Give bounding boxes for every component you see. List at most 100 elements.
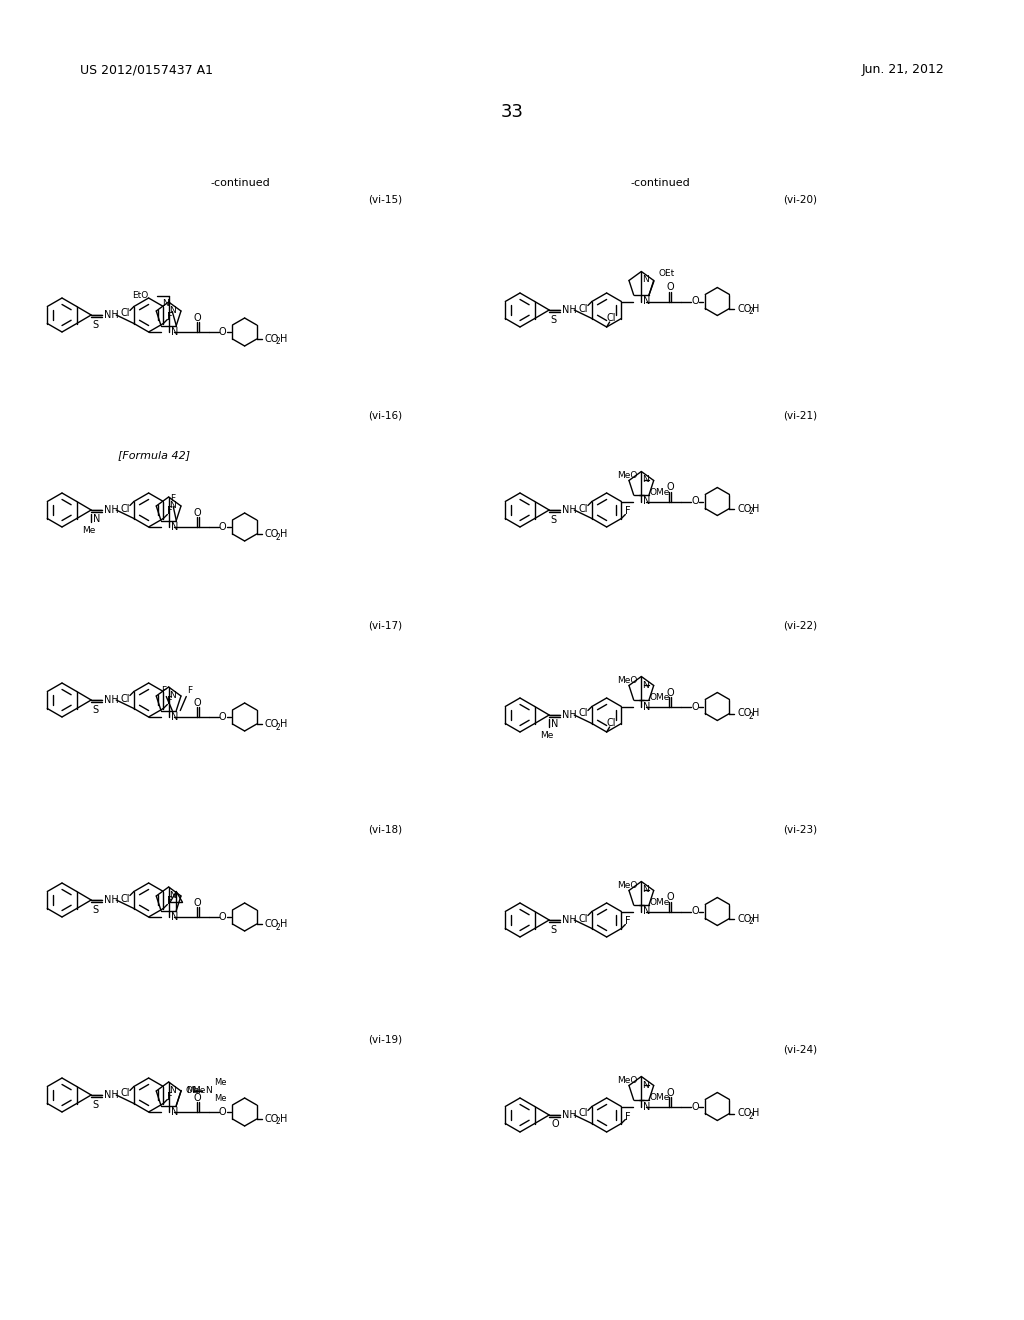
- Text: CO: CO: [737, 503, 752, 513]
- Text: Cl: Cl: [120, 309, 130, 318]
- Text: Me: Me: [83, 525, 96, 535]
- Text: O: O: [194, 313, 202, 323]
- Text: O: O: [194, 1093, 202, 1104]
- Text: -continued: -continued: [210, 178, 270, 187]
- Text: N: N: [171, 912, 178, 921]
- Text: Cl: Cl: [120, 894, 130, 903]
- Text: OEt: OEt: [659, 268, 675, 277]
- Text: (vi-16): (vi-16): [368, 411, 402, 420]
- Text: O: O: [691, 907, 699, 916]
- Text: S: S: [92, 906, 98, 915]
- Text: O: O: [551, 1119, 559, 1129]
- Text: Cl: Cl: [579, 503, 588, 513]
- Text: H: H: [280, 334, 287, 345]
- Text: S: S: [92, 1100, 98, 1110]
- Text: F: F: [625, 1111, 630, 1122]
- Text: CO: CO: [737, 913, 752, 924]
- Text: 2: 2: [749, 507, 754, 516]
- Text: F: F: [167, 312, 172, 322]
- Text: S: S: [550, 515, 556, 525]
- Text: O: O: [691, 297, 699, 306]
- Text: Cl: Cl: [120, 1089, 130, 1098]
- Text: N: N: [171, 711, 178, 722]
- Text: EtO: EtO: [132, 290, 148, 300]
- Text: Cl: Cl: [120, 503, 130, 513]
- Text: O: O: [691, 701, 699, 711]
- Text: F: F: [167, 697, 172, 706]
- Text: N: N: [170, 306, 176, 315]
- Text: (vi-22): (vi-22): [783, 620, 817, 630]
- Text: H: H: [280, 919, 287, 929]
- Text: O: O: [194, 698, 202, 708]
- Text: (vi-15): (vi-15): [368, 195, 402, 205]
- Text: O: O: [194, 898, 202, 908]
- Text: (vi-18): (vi-18): [368, 825, 402, 836]
- Text: N: N: [642, 276, 649, 285]
- Text: F: F: [167, 1092, 172, 1101]
- Text: NH: NH: [562, 915, 577, 925]
- Text: OMe: OMe: [649, 1093, 670, 1101]
- Text: NH: NH: [103, 1090, 119, 1100]
- Text: N: N: [93, 513, 100, 524]
- Text: F: F: [161, 686, 166, 696]
- Text: H: H: [753, 1109, 760, 1118]
- Text: 2: 2: [275, 532, 281, 541]
- Text: O: O: [219, 521, 226, 532]
- Text: S: S: [92, 705, 98, 715]
- Text: H: H: [753, 913, 760, 924]
- Text: Cl: Cl: [579, 709, 588, 718]
- Text: 2: 2: [749, 917, 754, 927]
- Text: 2: 2: [275, 923, 281, 932]
- Text: O: O: [691, 1101, 699, 1111]
- Text: O: O: [691, 496, 699, 507]
- Text: NH: NH: [562, 305, 577, 315]
- Text: N: N: [171, 521, 178, 532]
- Text: [Formula 42]: [Formula 42]: [118, 450, 190, 459]
- Text: H: H: [753, 503, 760, 513]
- Text: CO: CO: [737, 304, 752, 314]
- Text: O: O: [185, 1086, 193, 1096]
- Text: NH: NH: [103, 310, 119, 319]
- Text: H: H: [280, 719, 287, 729]
- Text: O: O: [219, 327, 226, 337]
- Text: -continued: -continued: [630, 178, 690, 187]
- Text: Cl: Cl: [579, 1109, 588, 1118]
- Text: US 2012/0157437 A1: US 2012/0157437 A1: [80, 63, 213, 77]
- Text: 2: 2: [275, 1118, 281, 1126]
- Text: N: N: [643, 496, 650, 507]
- Text: CO: CO: [265, 334, 280, 345]
- Text: H: H: [280, 529, 287, 539]
- Text: Me: Me: [541, 731, 554, 741]
- Text: F: F: [186, 686, 191, 696]
- Text: N: N: [642, 681, 649, 689]
- Text: N: N: [171, 1107, 178, 1117]
- Text: N: N: [642, 1081, 649, 1089]
- Text: NH: NH: [103, 696, 119, 705]
- Text: S: S: [550, 315, 556, 325]
- Text: CO: CO: [265, 719, 280, 729]
- Text: OMe: OMe: [649, 898, 670, 907]
- Text: 33: 33: [501, 103, 523, 121]
- Text: H: H: [280, 1114, 287, 1125]
- Text: MeO: MeO: [617, 880, 638, 890]
- Text: F: F: [170, 494, 175, 503]
- Text: O: O: [194, 508, 202, 517]
- Text: F: F: [167, 896, 172, 907]
- Text: 2: 2: [749, 1111, 754, 1121]
- Text: S: S: [550, 925, 556, 935]
- Text: O: O: [219, 711, 226, 722]
- Text: Me: Me: [193, 1086, 206, 1096]
- Text: H: H: [753, 709, 760, 718]
- Text: N: N: [643, 297, 650, 306]
- Text: H: H: [753, 304, 760, 314]
- Text: OMe: OMe: [649, 487, 670, 496]
- Text: CO: CO: [265, 919, 280, 929]
- Text: N: N: [643, 1101, 650, 1111]
- Text: Cl: Cl: [579, 913, 588, 924]
- Text: OMe: OMe: [649, 693, 670, 701]
- Text: 2: 2: [275, 722, 281, 731]
- Text: NH: NH: [562, 506, 577, 515]
- Text: NH: NH: [103, 895, 119, 906]
- Text: (vi-20): (vi-20): [783, 195, 817, 205]
- Text: N: N: [170, 690, 176, 700]
